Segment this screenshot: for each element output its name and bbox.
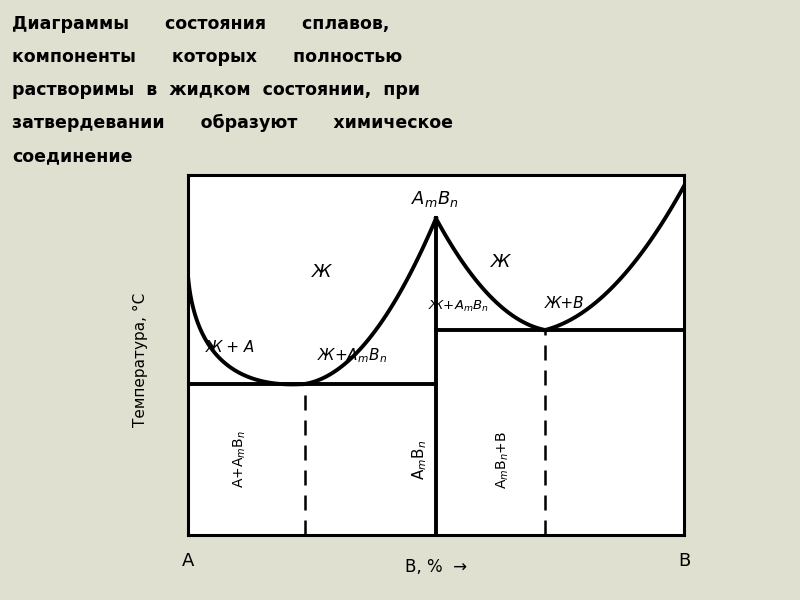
Text: Температура, °С: Температура, °С (133, 293, 147, 427)
Text: соединение: соединение (12, 147, 133, 165)
Text: растворимы  в  жидком  состоянии,  при: растворимы в жидком состоянии, при (12, 81, 420, 99)
Text: Ж: Ж (490, 253, 510, 271)
Text: B, %  →: B, % → (405, 558, 467, 576)
Text: затвердевании      образуют      химическое: затвердевании образуют химическое (12, 114, 453, 133)
Text: A$_m$B$_n$+B: A$_m$B$_n$+B (494, 431, 511, 488)
Text: A$_m$B$_n$: A$_m$B$_n$ (410, 440, 430, 479)
Text: Ж + А: Ж + А (206, 340, 254, 355)
Text: A: A (182, 552, 194, 570)
Text: Ж+A$_m$B$_n$: Ж+A$_m$B$_n$ (428, 299, 489, 314)
Text: A+A$_m$B$_n$: A+A$_m$B$_n$ (232, 431, 248, 488)
Text: B: B (678, 552, 690, 570)
Text: Ж+B: Ж+B (545, 296, 585, 311)
Text: Ж: Ж (312, 263, 332, 281)
Text: Диаграммы      состояния      сплавов,: Диаграммы состояния сплавов, (12, 15, 390, 33)
Text: компоненты      которых      полностью: компоненты которых полностью (12, 48, 402, 66)
Text: Ж+A$_m$B$_n$: Ж+A$_m$B$_n$ (317, 346, 386, 365)
Text: A$_m$B$_n$: A$_m$B$_n$ (410, 188, 458, 209)
